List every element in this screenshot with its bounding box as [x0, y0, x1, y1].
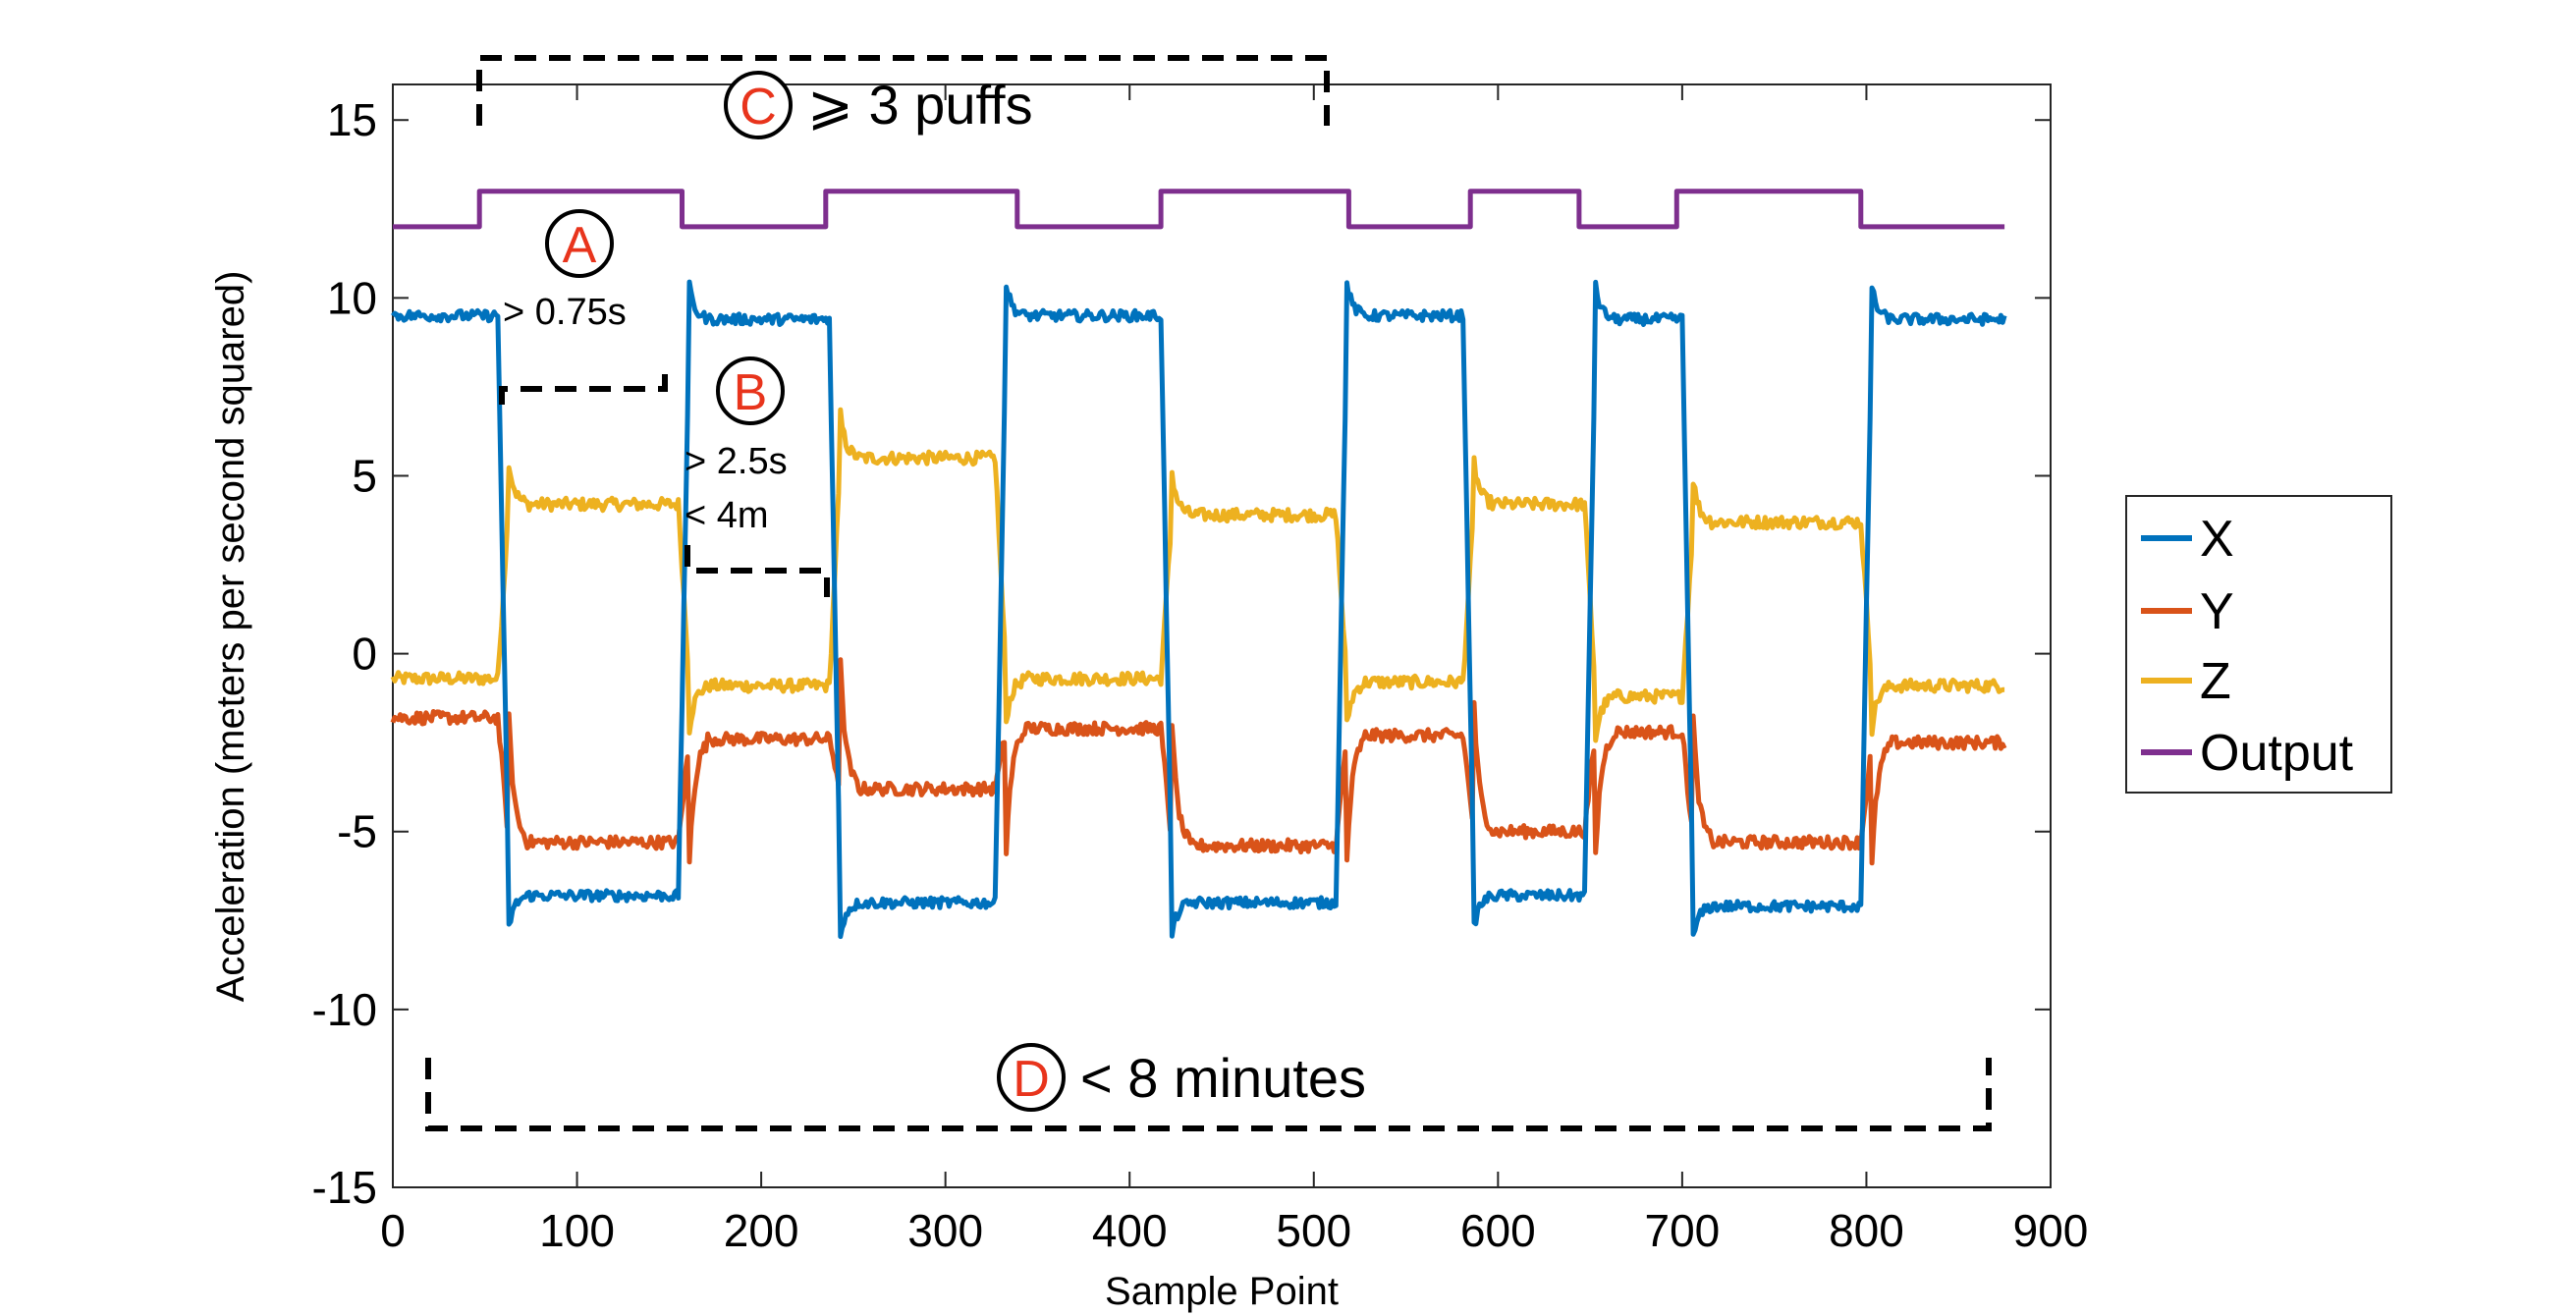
tick-labels: 0 100 200 300 400 500 600 700 800 900 15 10 5 0 -5 -10 -… — [312, 94, 2089, 1256]
y-tick-label: 0 — [352, 629, 377, 680]
bracket-a — [499, 363, 668, 405]
annotation-c-letter: C — [740, 79, 777, 136]
annotation-d-text: < 8 minutes — [1080, 1047, 1366, 1109]
x-tick-label: 0 — [380, 1205, 406, 1256]
x-tick-label: 800 — [1829, 1205, 1904, 1256]
annotation-b-letter: B — [734, 364, 768, 421]
legend-label-z: Z — [2200, 653, 2231, 710]
legend-label-x: X — [2200, 511, 2234, 568]
legend-box — [2125, 495, 2392, 794]
x-tick-label: 100 — [539, 1205, 615, 1256]
annotation-d-circle — [997, 1043, 1066, 1112]
annotation-d-letter: D — [1013, 1051, 1050, 1108]
x-tick-label: 600 — [1460, 1205, 1536, 1256]
x-tick-label: 900 — [2013, 1205, 2089, 1256]
annotation-d: D < 8 minutes — [997, 1043, 1366, 1112]
annotation-c-circle — [724, 71, 793, 139]
y-tick-label: -5 — [337, 806, 377, 857]
annotation-a-text: > 0.75s — [503, 292, 627, 333]
annotation-c: C ⩾ 3 puffs — [724, 71, 1033, 139]
series-layer — [390, 189, 2007, 940]
bracket-c — [476, 55, 1330, 126]
legend-label-y: Y — [2200, 583, 2234, 640]
bracket-d — [425, 1058, 1992, 1131]
x-tick-label: 400 — [1092, 1205, 1168, 1256]
annotation-a-circle — [545, 209, 614, 278]
annotation-b: B > 2.5s < 4m — [685, 356, 788, 536]
bracket-b — [685, 545, 830, 597]
legend: X Y Z Output — [2125, 495, 2392, 794]
y-tick-label: 5 — [352, 450, 377, 501]
annotation-a-letter: A — [563, 217, 597, 274]
x-tick-label: 300 — [907, 1205, 983, 1256]
annotation-c-text: ⩾ 3 puffs — [807, 74, 1033, 136]
plot-area — [392, 83, 2052, 1188]
y-tick-label: -10 — [312, 984, 377, 1035]
x-axis-title: Sample Point — [1105, 1270, 1339, 1313]
x-tick-label: 700 — [1645, 1205, 1721, 1256]
series-output-line — [393, 189, 2005, 230]
x-tick-label: 500 — [1276, 1205, 1351, 1256]
series-z-line — [390, 407, 2005, 743]
legend-label-output: Output — [2200, 725, 2354, 782]
y-tick-label: 10 — [327, 272, 377, 323]
annotation-b-circle — [716, 356, 785, 425]
y-tick-label: 15 — [327, 94, 377, 145]
annotation-b-line1: > 2.5s — [685, 441, 788, 482]
annotation-b-line2: < 4m — [685, 495, 769, 536]
y-tick-label: -15 — [312, 1162, 377, 1213]
annotations — [425, 55, 1992, 1131]
y-axis-title: Acceleration (meters per second squared) — [209, 271, 252, 1003]
series-x-line — [391, 279, 2007, 940]
annotation-a: A > 0.75s — [503, 209, 627, 333]
series-y-line — [390, 657, 2007, 866]
x-tick-label: 200 — [724, 1205, 799, 1256]
